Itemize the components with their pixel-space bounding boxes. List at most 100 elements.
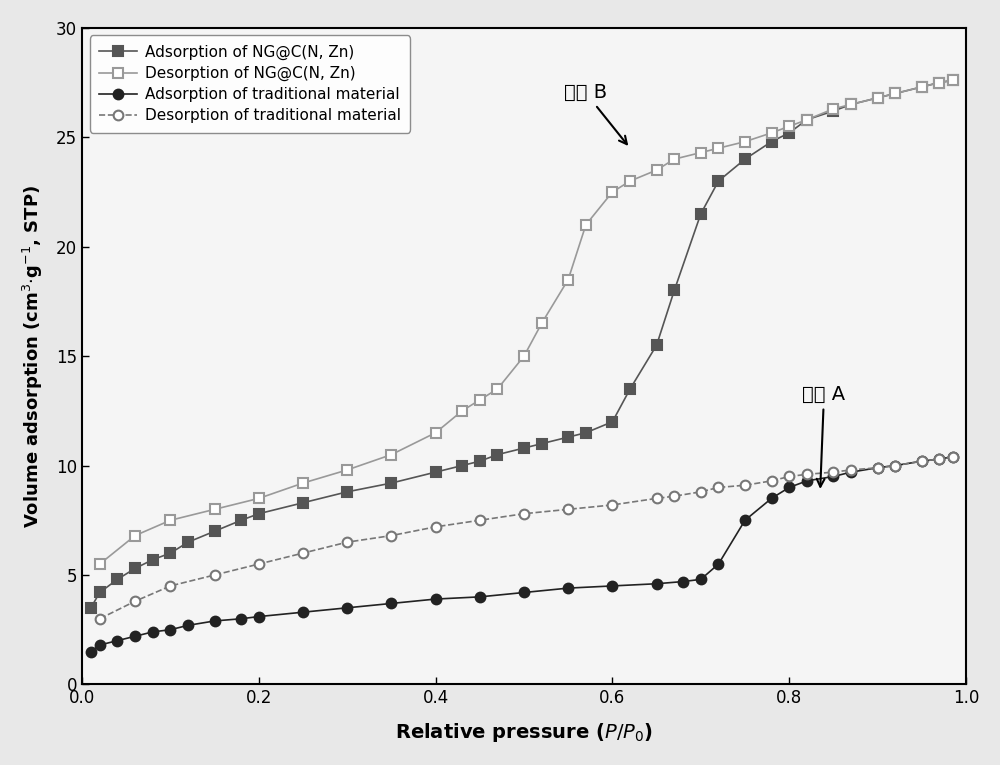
Adsorption of NG@C(N, Zn) xyxy=(518,444,530,453)
Adsorption of NG@C(N, Zn) xyxy=(164,549,176,558)
Desorption of traditional material xyxy=(766,477,778,486)
Adsorption of traditional material xyxy=(129,632,141,641)
Desorption of NG@C(N, Zn) xyxy=(668,155,680,164)
Adsorption of NG@C(N, Zn) xyxy=(430,467,442,477)
Adsorption of NG@C(N, Zn) xyxy=(889,89,901,98)
Adsorption of NG@C(N, Zn) xyxy=(341,487,353,496)
Desorption of traditional material xyxy=(668,492,680,501)
Adsorption of traditional material xyxy=(827,472,839,481)
Adsorption of NG@C(N, Zn) xyxy=(783,129,795,138)
Adsorption of NG@C(N, Zn) xyxy=(668,286,680,295)
Desorption of NG@C(N, Zn) xyxy=(827,104,839,113)
Adsorption of NG@C(N, Zn) xyxy=(827,106,839,116)
Adsorption of NG@C(N, Zn) xyxy=(801,116,813,125)
Desorption of traditional material xyxy=(430,522,442,532)
Line: Desorption of traditional material: Desorption of traditional material xyxy=(95,452,958,623)
Desorption of traditional material xyxy=(712,483,724,492)
Adsorption of traditional material xyxy=(385,599,397,608)
Desorption of NG@C(N, Zn) xyxy=(580,220,592,230)
Adsorption of traditional material xyxy=(712,559,724,568)
Desorption of traditional material xyxy=(916,457,928,466)
Adsorption of NG@C(N, Zn) xyxy=(491,450,503,459)
Adsorption of NG@C(N, Zn) xyxy=(947,76,959,85)
Desorption of NG@C(N, Zn) xyxy=(766,129,778,138)
Adsorption of traditional material xyxy=(182,620,194,630)
Desorption of traditional material xyxy=(209,571,221,580)
Desorption of NG@C(N, Zn) xyxy=(94,559,106,568)
Adsorption of NG@C(N, Zn) xyxy=(85,604,97,613)
Adsorption of traditional material xyxy=(253,612,265,621)
Adsorption of traditional material xyxy=(341,604,353,613)
Adsorption of NG@C(N, Zn) xyxy=(94,588,106,597)
Desorption of traditional material xyxy=(253,559,265,568)
Adsorption of traditional material xyxy=(677,577,689,586)
Adsorption of traditional material xyxy=(297,607,309,617)
Adsorption of traditional material xyxy=(164,625,176,634)
Adsorption of NG@C(N, Zn) xyxy=(182,538,194,547)
Adsorption of NG@C(N, Zn) xyxy=(147,555,159,565)
Desorption of traditional material xyxy=(827,467,839,477)
Desorption of traditional material xyxy=(947,452,959,461)
Desorption of traditional material xyxy=(297,549,309,558)
Adsorption of NG@C(N, Zn) xyxy=(297,498,309,507)
Desorption of NG@C(N, Zn) xyxy=(933,78,945,87)
Desorption of NG@C(N, Zn) xyxy=(783,122,795,131)
Y-axis label: Volume adsorption (cm$^3$$\cdot$g$^{-1}$, STP): Volume adsorption (cm$^3$$\cdot$g$^{-1}$… xyxy=(21,184,45,528)
Desorption of traditional material xyxy=(606,500,618,509)
Line: Adsorption of NG@C(N, Zn): Adsorption of NG@C(N, Zn) xyxy=(86,76,958,613)
Adsorption of traditional material xyxy=(235,614,247,623)
Adsorption of traditional material xyxy=(845,467,857,477)
Adsorption of traditional material xyxy=(933,454,945,464)
Adsorption of traditional material xyxy=(916,457,928,466)
Line: Adsorption of traditional material: Adsorption of traditional material xyxy=(86,452,958,656)
Adsorption of NG@C(N, Zn) xyxy=(385,478,397,487)
Desorption of traditional material xyxy=(341,538,353,547)
Desorption of NG@C(N, Zn) xyxy=(518,352,530,361)
Desorption of NG@C(N, Zn) xyxy=(845,100,857,109)
Desorption of traditional material xyxy=(695,487,707,496)
Desorption of traditional material xyxy=(385,531,397,540)
X-axis label: Relative pressure ($P/P_0$): Relative pressure ($P/P_0$) xyxy=(395,721,653,744)
Desorption of NG@C(N, Zn) xyxy=(341,465,353,474)
Adsorption of NG@C(N, Zn) xyxy=(253,509,265,519)
Adsorption of traditional material xyxy=(85,647,97,656)
Text: 电池 A: 电池 A xyxy=(802,385,846,487)
Adsorption of NG@C(N, Zn) xyxy=(456,461,468,470)
Desorption of traditional material xyxy=(518,509,530,519)
Desorption of traditional material xyxy=(889,461,901,470)
Adsorption of traditional material xyxy=(889,461,901,470)
Adsorption of traditional material xyxy=(766,493,778,503)
Adsorption of NG@C(N, Zn) xyxy=(766,137,778,146)
Desorption of NG@C(N, Zn) xyxy=(562,275,574,284)
Adsorption of NG@C(N, Zn) xyxy=(209,526,221,536)
Adsorption of traditional material xyxy=(147,627,159,636)
Desorption of NG@C(N, Zn) xyxy=(474,396,486,405)
Legend: Adsorption of NG@C(N, Zn), Desorption of NG@C(N, Zn), Adsorption of traditional : Adsorption of NG@C(N, Zn), Desorption of… xyxy=(90,35,410,132)
Adsorption of NG@C(N, Zn) xyxy=(235,516,247,525)
Adsorption of traditional material xyxy=(562,584,574,593)
Adsorption of traditional material xyxy=(651,579,663,588)
Adsorption of NG@C(N, Zn) xyxy=(933,78,945,87)
Desorption of NG@C(N, Zn) xyxy=(624,177,636,186)
Desorption of traditional material xyxy=(94,614,106,623)
Desorption of traditional material xyxy=(129,597,141,606)
Adsorption of traditional material xyxy=(474,592,486,601)
Desorption of NG@C(N, Zn) xyxy=(297,478,309,487)
Desorption of NG@C(N, Zn) xyxy=(129,531,141,540)
Desorption of NG@C(N, Zn) xyxy=(947,76,959,85)
Adsorption of NG@C(N, Zn) xyxy=(606,417,618,426)
Adsorption of NG@C(N, Zn) xyxy=(580,428,592,438)
Adsorption of traditional material xyxy=(783,483,795,492)
Text: 电池 B: 电池 B xyxy=(564,83,627,145)
Desorption of NG@C(N, Zn) xyxy=(164,516,176,525)
Desorption of NG@C(N, Zn) xyxy=(385,450,397,459)
Desorption of NG@C(N, Zn) xyxy=(253,493,265,503)
Desorption of traditional material xyxy=(474,516,486,525)
Desorption of traditional material xyxy=(739,480,751,490)
Desorption of traditional material xyxy=(651,493,663,503)
Desorption of NG@C(N, Zn) xyxy=(801,116,813,125)
Desorption of NG@C(N, Zn) xyxy=(872,93,884,103)
Desorption of NG@C(N, Zn) xyxy=(695,148,707,157)
Desorption of NG@C(N, Zn) xyxy=(712,144,724,153)
Desorption of NG@C(N, Zn) xyxy=(209,505,221,514)
